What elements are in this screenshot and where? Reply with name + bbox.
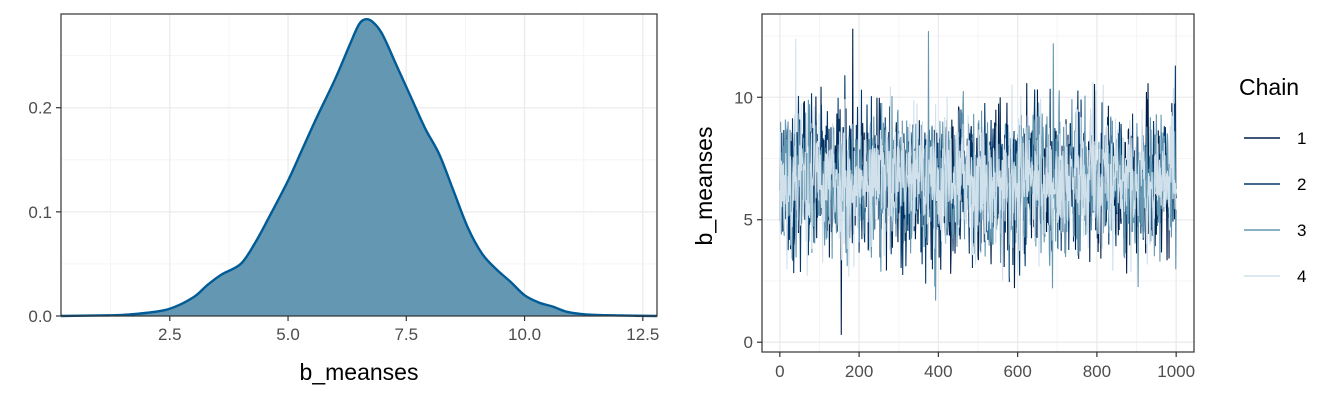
density-y-tick-label: 0.0 bbox=[28, 307, 52, 326]
chain-legend: Chain 1 2 3 4 bbox=[1239, 74, 1306, 286]
trace-x-tick-label: 800 bbox=[1083, 362, 1111, 381]
density-panel-border bbox=[60, 13, 658, 317]
trace-x-tick-label: 200 bbox=[845, 362, 873, 381]
density-x-tick-label: 2.5 bbox=[158, 325, 182, 344]
legend-label-chain-1: 1 bbox=[1297, 129, 1306, 148]
trace-panel-border bbox=[761, 13, 1195, 353]
trace-y-tick-label: 5 bbox=[744, 211, 753, 230]
density-y-tick-label: 0.2 bbox=[28, 99, 52, 118]
trace-axis-ticks: 0 200 400 600 800 1000 0 5 10 bbox=[734, 88, 1195, 381]
density-axis-ticks: 2.5 5.0 7.5 10.0 12.5 0.0 0.1 0.2 bbox=[28, 99, 659, 344]
density-x-axis-title: b_meanses bbox=[300, 359, 419, 385]
density-y-tick-label: 0.1 bbox=[28, 203, 52, 222]
legend-label-chain-2: 2 bbox=[1297, 175, 1306, 194]
legend-label-chain-4: 4 bbox=[1297, 267, 1306, 286]
trace-line-chain-4 bbox=[779, 38, 1177, 281]
density-x-tick-label: 12.5 bbox=[626, 325, 659, 344]
trace-plot: 0 200 400 600 800 1000 0 5 10 b_meanses bbox=[691, 13, 1195, 381]
density-curve bbox=[60, 17, 658, 318]
trace-y-axis-title: b_meanses bbox=[691, 127, 717, 246]
legend-label-chain-3: 3 bbox=[1297, 221, 1306, 240]
legend-entries: 1 2 3 4 bbox=[1244, 129, 1306, 286]
trace-y-tick-label: 10 bbox=[734, 88, 753, 107]
density-plot: 2.5 5.0 7.5 10.0 12.5 0.0 0.1 0.2 b_meanses bbox=[28, 13, 659, 385]
density-x-tick-label: 5.0 bbox=[276, 325, 300, 344]
trace-x-tick-label: 1000 bbox=[1157, 362, 1195, 381]
legend-title: Chain bbox=[1239, 74, 1299, 100]
density-x-tick-label: 10.0 bbox=[508, 325, 541, 344]
trace-x-tick-label: 0 bbox=[775, 362, 784, 381]
trace-y-tick-label: 0 bbox=[744, 333, 753, 352]
density-x-tick-label: 7.5 bbox=[394, 325, 418, 344]
trace-x-tick-label: 600 bbox=[1003, 362, 1031, 381]
trace-lines bbox=[779, 28, 1177, 335]
density-area bbox=[61, 19, 657, 316]
trace-x-tick-label: 400 bbox=[924, 362, 952, 381]
